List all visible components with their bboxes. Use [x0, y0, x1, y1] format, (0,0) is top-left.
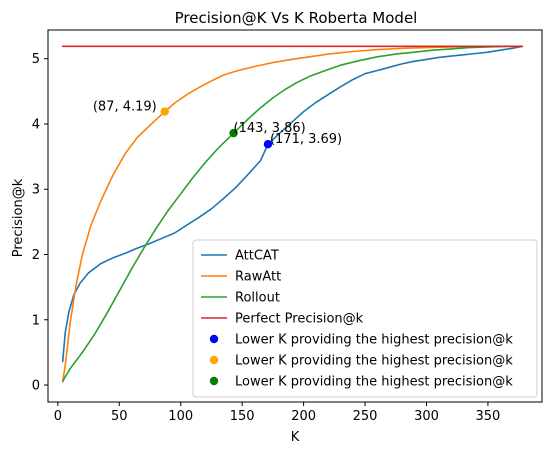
series-line-attcat [61, 45, 524, 363]
legend-entry-label: Rollout [235, 291, 280, 306]
y-tick-label: 2 [32, 248, 40, 263]
y-tick-label: 0 [32, 379, 40, 394]
series-line-rollout [61, 45, 524, 382]
y-tick-label: 5 [32, 52, 40, 67]
legend-entry-label: AttCAT [235, 249, 279, 264]
x-tick-label: 350 [476, 409, 501, 424]
y-axis-ticks: 0 1 2 3 4 5 [32, 52, 48, 394]
highlight-point-marker [160, 107, 169, 116]
x-axis-ticks: 0 50 100 150 200 250 300 350 [54, 402, 501, 424]
point-annotation-label: (171, 3.69) [270, 132, 342, 147]
y-tick-label: 1 [32, 313, 40, 328]
legend-point-swatch [209, 334, 219, 344]
x-tick-label: 200 [291, 409, 316, 424]
x-axis-title: K [291, 430, 300, 445]
highlight-points: (171, 3.69) (87, 4.19) (143, 3.86) [93, 100, 342, 149]
highlight-point-marker [263, 140, 273, 149]
chart-title: Precision@K Vs K Roberta Model [175, 9, 418, 27]
highlight-point-marker [229, 128, 238, 138]
point-annotation-label: (87, 4.19) [93, 100, 157, 115]
series-line-rawatt [61, 45, 524, 383]
legend-entry-label: Lower K providing the highest precision@… [235, 333, 513, 348]
legend-box [192, 239, 538, 398]
y-tick-label: 3 [32, 183, 40, 198]
point-annotation-label: (143, 3.86) [234, 121, 306, 136]
y-tick-label: 4 [32, 117, 40, 132]
x-tick-label: 100 [168, 409, 193, 424]
legend-entry-label: RawAtt [235, 270, 281, 285]
x-tick-label: 300 [414, 409, 439, 424]
legend-point-swatch [209, 376, 219, 386]
legend-entry-label: Lower K providing the highest precision@… [235, 375, 513, 390]
x-tick-label: 50 [111, 409, 128, 424]
x-tick-label: 150 [230, 409, 255, 424]
series-lines [61, 45, 524, 383]
legend-entry-label: Lower K providing the highest precision@… [235, 354, 513, 369]
x-tick-label: 250 [353, 409, 378, 424]
y-axis-title: Precision@k [11, 178, 26, 257]
legend: AttCAT RawAtt Rollout Perfect Precision@k Lo… [192, 239, 538, 398]
x-tick-label: 0 [54, 409, 62, 424]
legend-point-swatch [209, 355, 219, 365]
plot-area-frame [47, 29, 543, 403]
legend-entry-label: Perfect Precision@k [235, 312, 364, 327]
